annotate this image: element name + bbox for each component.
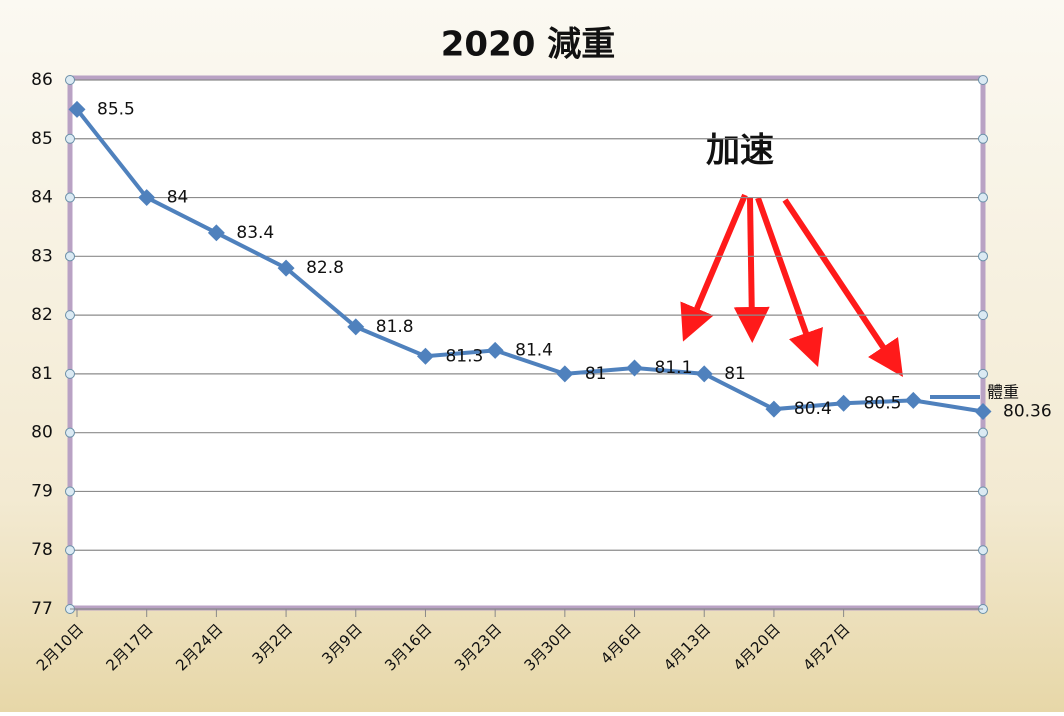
y-tick-label: 80 — [31, 423, 53, 443]
y-tick-label: 84 — [31, 188, 53, 208]
data-label: 80.4 — [794, 399, 832, 419]
arrow — [755, 196, 823, 367]
data-label: 83.4 — [236, 223, 274, 243]
axis-knob — [65, 368, 75, 379]
axis-knob — [978, 133, 988, 144]
axis-knob — [65, 486, 75, 497]
data-point — [626, 359, 644, 377]
data-point — [974, 403, 992, 420]
arrow — [782, 198, 903, 377]
data-label: 82.8 — [306, 258, 344, 278]
axis-knob — [978, 192, 988, 203]
y-tick-label: 81 — [31, 364, 53, 384]
data-label: 81.4 — [515, 340, 553, 360]
legend-label: 體重 — [987, 383, 1019, 402]
y-tick-label: 77 — [31, 599, 53, 619]
axis-knob — [65, 310, 75, 321]
axis-knob — [978, 545, 988, 556]
data-point — [68, 100, 86, 118]
data-point — [486, 341, 504, 359]
data-point — [904, 391, 922, 409]
axis-knob — [978, 251, 988, 262]
axis-knob — [65, 75, 75, 85]
axis-knob — [65, 192, 75, 203]
data-point — [207, 224, 225, 242]
axis-knob — [978, 75, 988, 85]
chart-title: 2020 減重 — [441, 25, 615, 65]
data-label: 81.1 — [655, 358, 693, 378]
y-tick-label: 82 — [31, 305, 53, 325]
data-point — [556, 365, 574, 383]
data-label: 81 — [724, 364, 746, 384]
data-point — [416, 347, 434, 365]
axis-knob — [978, 368, 988, 379]
y-tick-label: 83 — [31, 246, 53, 266]
data-label: 81.8 — [376, 317, 414, 337]
axis-knob — [65, 251, 75, 262]
data-label: 85.5 — [97, 99, 135, 119]
arrows — [680, 193, 903, 377]
axis-knob — [978, 486, 988, 497]
axis-knob — [978, 310, 988, 321]
data-label: 80.5 — [864, 393, 902, 413]
data-point — [277, 259, 295, 277]
data-label: 81 — [585, 364, 607, 384]
data-label: 81.3 — [445, 346, 483, 366]
axis-knob — [978, 427, 988, 438]
arrow — [680, 193, 748, 342]
data-label: 84 — [167, 188, 189, 208]
data-point — [695, 365, 713, 383]
axis-knob — [65, 427, 75, 438]
data-line — [75, 108, 984, 414]
data-point — [835, 394, 853, 412]
data-label: 80.36 — [1003, 402, 1052, 422]
y-tick-label: 85 — [31, 129, 53, 149]
arrow — [733, 197, 770, 343]
data-point — [347, 318, 365, 336]
y-tick-label: 86 — [31, 70, 53, 90]
data-point — [765, 400, 783, 418]
y-tick-label: 78 — [31, 540, 53, 560]
annotation: 加速 — [706, 131, 774, 171]
data-point — [138, 189, 156, 207]
axis-knob — [65, 133, 75, 144]
y-tick-label: 79 — [31, 481, 53, 501]
plot-area — [67, 75, 986, 611]
axis-knob — [65, 545, 75, 556]
